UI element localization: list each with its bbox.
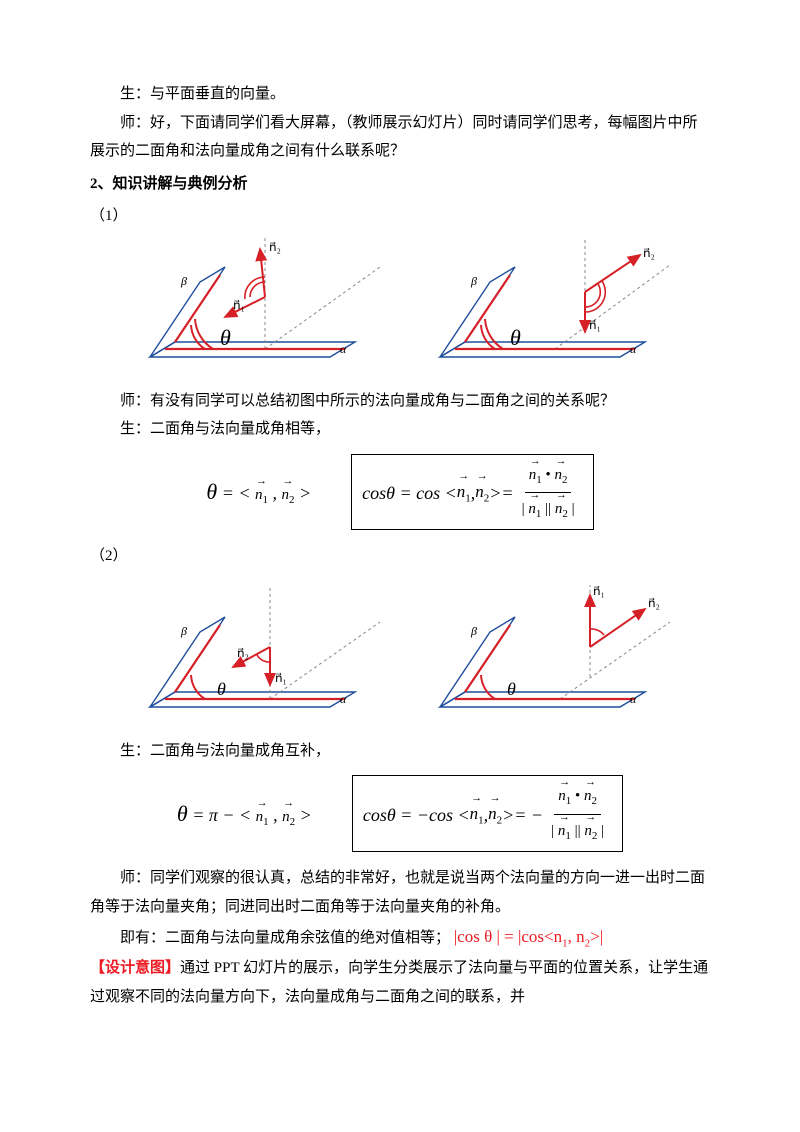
svg-text:θ: θ — [507, 679, 516, 699]
svg-text:θ: θ — [510, 325, 521, 350]
subsection-label: （2） — [90, 542, 710, 571]
abs-cos-formula: |cos θ | = |cos<n1, n2>| — [454, 927, 603, 946]
dialogue-line: 生：与平面垂直的向量。 — [90, 80, 710, 109]
svg-text:n⃗₁: n⃗₁ — [589, 318, 601, 332]
svg-text:α: α — [340, 692, 347, 706]
dihedral-diagram-1a: θ n⃗₁ n⃗₂ β α — [125, 237, 385, 377]
dihedral-diagram-2b: θ n⃗₁ n⃗₂ β α — [415, 577, 675, 727]
svg-text:θ: θ — [217, 679, 226, 699]
svg-text:n⃗₂: n⃗₂ — [648, 596, 660, 610]
svg-text:α: α — [630, 342, 637, 356]
formula-row-2: θ = π − < →n1 , →n2 > cosθ = −cos < →n1,… — [90, 775, 710, 852]
formula-left: θ = < →n1 , →n2 > — [206, 471, 311, 513]
section-heading: 2、知识讲解与典例分析 — [90, 170, 710, 199]
dihedral-diagram-1b: θ n⃗₁ n⃗₂ β α — [415, 237, 675, 377]
subsection-label: （1） — [90, 202, 710, 231]
svg-text:n⃗₂: n⃗₂ — [237, 646, 249, 660]
dialogue-line: 生：二面角与法向量成角互补， — [90, 737, 710, 766]
dialogue-line: 师：有没有同学可以总结初图中所示的法向量成角与二面角之间的关系呢？ — [90, 387, 710, 416]
formula-left: θ = π − < →n1 , →n2 > — [177, 793, 312, 835]
formula-box: cosθ = cos < →n1, →n2 >= →n1 • →n2 | →n1… — [351, 454, 593, 531]
design-intent-label: 【设计意图】 — [90, 960, 180, 976]
conclusion-text: 即有：二面角与法向量成角余弦值的绝对值相等； — [120, 930, 450, 946]
formula-row-1: θ = < →n1 , →n2 > cosθ = cos < →n1, →n2 … — [90, 454, 710, 531]
diagram-row-1: θ n⃗₁ n⃗₂ β α — [90, 237, 710, 377]
svg-text:n⃗₂: n⃗₂ — [643, 246, 655, 260]
dialogue-line: 生：二面角与法向量成角相等， — [90, 415, 710, 444]
svg-text:β: β — [180, 274, 187, 288]
conclusion-line: 即有：二面角与法向量成角余弦值的绝对值相等； |cos θ | = |cos<n… — [90, 921, 710, 954]
dihedral-diagram-2a: θ n⃗₁ n⃗₂ β α — [125, 577, 385, 727]
svg-text:n⃗₁: n⃗₁ — [233, 298, 245, 312]
design-intent: 【设计意图】通过 PPT 幻灯片的展示，向学生分类展示了法向量与平面的位置关系，… — [90, 954, 710, 1011]
dialogue-line: 师：同学们观察的很认真，总结的非常好，也就是说当两个法向量的方向一进一出时二面角… — [90, 864, 710, 921]
svg-text:n⃗₁: n⃗₁ — [275, 671, 287, 685]
svg-text:n⃗₁: n⃗₁ — [593, 584, 605, 598]
design-intent-text: 通过 PPT 幻灯片的展示，向学生分类展示了法向量与平面的位置关系，让学生通过观… — [90, 960, 708, 1005]
svg-text:β: β — [470, 624, 477, 638]
svg-text:α: α — [340, 342, 347, 356]
diagram-row-2: θ n⃗₁ n⃗₂ β α — [90, 577, 710, 727]
formula-box: cosθ = −cos < →n1, →n2 >= − →n1 • →n2 | … — [352, 775, 623, 852]
svg-text:n⃗₂: n⃗₂ — [269, 240, 281, 254]
svg-text:β: β — [180, 624, 187, 638]
svg-text:α: α — [630, 692, 637, 706]
svg-text:β: β — [470, 274, 477, 288]
dialogue-line: 师：好，下面请同学们看大屏幕，（教师展示幻灯片）同时请同学们思考，每幅图片中所展… — [90, 109, 710, 166]
document-page: 生：与平面垂直的向量。 师：好，下面请同学们看大屏幕，（教师展示幻灯片）同时请同… — [0, 0, 800, 1051]
svg-text:θ: θ — [220, 325, 231, 350]
